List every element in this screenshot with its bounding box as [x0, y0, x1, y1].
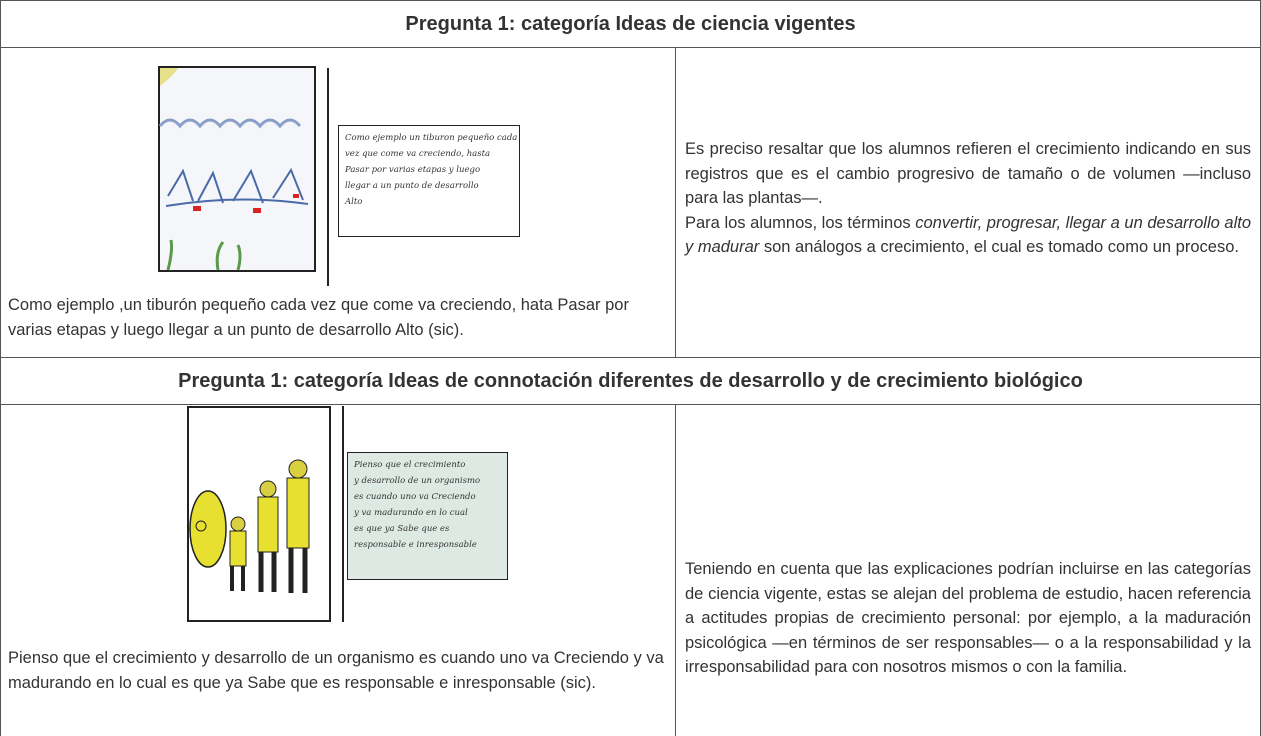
note-line: es que ya Sabe que es: [354, 524, 450, 534]
drawing: [187, 406, 344, 622]
caption: Pienso que el crecimiento y desarrollo d…: [8, 649, 664, 692]
commentary: Es preciso resaltar que los alumnos refi…: [685, 137, 1251, 260]
note-line: Como ejemplo un tiburon pequeño cada: [345, 133, 518, 143]
text: Es preciso resaltar que los alumnos refi…: [685, 140, 1251, 208]
caption: Como ejemplo ,un tiburón pequeño cada ve…: [8, 296, 629, 339]
emphasis: convertir, progresar, llegar a un desarr…: [685, 213, 1251, 257]
note-line: es cuando uno va Creciendo: [354, 492, 476, 502]
border: [0, 0, 1, 736]
border: [0, 0, 1261, 1]
text: son análogos a crecimiento, el cual es t…: [759, 238, 1239, 257]
section-title: Pregunta 1: categoría Ideas de connotaci…: [178, 370, 1083, 392]
note-line: Alto: [345, 197, 363, 207]
border: [675, 404, 676, 736]
section-title: Pregunta 1: categoría Ideas de ciencia v…: [405, 13, 856, 35]
paragraph: Es preciso resaltar que los alumnos refi…: [685, 137, 1251, 211]
note-line: y desarrollo de un organismo: [354, 476, 481, 486]
border: [675, 47, 676, 357]
text: Teniendo en cuenta que las explicaciones…: [685, 560, 1251, 677]
note-line: vez que come va creciendo, hasta: [345, 149, 491, 159]
paragraph: Teniendo en cuenta que las explicaciones…: [685, 557, 1251, 680]
note-line: y va madurando en lo cual: [354, 508, 468, 518]
note-line: llegar a un punto de desarrollo: [345, 181, 479, 191]
border: [0, 404, 1261, 405]
handwritten-note: Como ejemplo un tiburon pequeño cada vez …: [338, 125, 520, 237]
note-line: Pienso que el crecimiento: [354, 460, 466, 470]
border: [0, 47, 1261, 48]
commentary: Teniendo en cuenta que las explicaciones…: [685, 557, 1251, 680]
note-line: Pasar por varias etapas y luego: [345, 165, 481, 175]
text: Para los alumnos, los términos: [685, 213, 916, 232]
handwritten-note: Pienso que el crecimiento y desarrollo de…: [347, 452, 508, 580]
note-line: responsable e inresponsable: [354, 540, 477, 550]
drawing: [158, 66, 329, 286]
paragraph: Para los alumnos, los términos convertir…: [685, 211, 1251, 260]
border: [0, 357, 1261, 358]
